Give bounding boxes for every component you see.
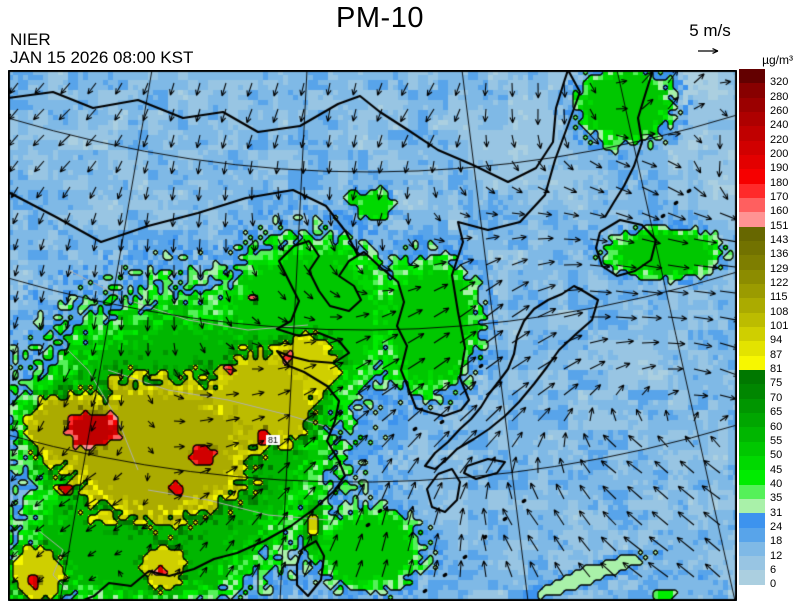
colorbar-tick-label: 160 — [770, 205, 789, 218]
colorbar-tick-label: 81 — [770, 363, 783, 376]
colorbar-cell — [739, 398, 765, 413]
colorbar-tick-label: 60 — [770, 420, 783, 433]
colorbar-cell — [739, 455, 765, 471]
colorbar-cell — [739, 412, 765, 428]
colorbar-cell — [739, 312, 765, 327]
agency-label: NIER — [10, 30, 51, 49]
colorbar-cell — [739, 355, 765, 370]
colorbar-cell — [739, 97, 765, 112]
colorbar-tick-label: 200 — [770, 148, 789, 161]
colorbar-cell — [739, 541, 765, 557]
colorbar-cell — [739, 341, 765, 356]
colorbar-tick-label: 190 — [770, 162, 789, 175]
colorbar-tick-label: 31 — [770, 506, 783, 519]
colorbar-cell — [739, 427, 765, 442]
colorbar-tick-label: 180 — [770, 176, 789, 189]
colorbar-cell — [739, 154, 765, 170]
colorbar-cell — [739, 498, 765, 514]
colorbar-tick-label: 65 — [770, 406, 783, 419]
colorbar-tick-label: 136 — [770, 248, 789, 261]
colorbar-cell — [739, 169, 765, 184]
colorbar-tick-label: 0 — [770, 578, 777, 591]
colorbar-cell — [739, 226, 765, 241]
colorbar-cell — [739, 298, 765, 313]
colorbar-cell — [739, 212, 765, 227]
colorbar-cell — [739, 69, 765, 84]
wind-scale-label: 5 m/s — [689, 21, 731, 40]
colorbar-cell — [739, 197, 765, 213]
colorbar-tick-label: 24 — [770, 520, 783, 533]
colorbar-cell — [739, 283, 765, 299]
colorbar-tick-label: 151 — [770, 219, 789, 232]
page-title: PM-10 — [336, 2, 424, 34]
colorbar-cell — [739, 513, 765, 528]
colorbar-cell — [739, 326, 765, 342]
colorbar-cell — [739, 83, 765, 98]
colorbar-cell — [739, 556, 765, 571]
colorbar-cell — [739, 111, 765, 127]
colorbar-cell — [739, 240, 765, 256]
colorbar-cell — [739, 255, 765, 270]
colorbar-tick-label: 6 — [770, 563, 777, 576]
colorbar-tick-label: 45 — [770, 463, 783, 476]
colorbar-tick-label: 320 — [770, 76, 789, 89]
colorbar-tick-label: 50 — [770, 449, 783, 462]
colorbar-tick-label: 75 — [770, 377, 783, 390]
colorbar-tick-label: 101 — [770, 320, 789, 333]
colorbar-tick-label: 143 — [770, 234, 789, 247]
map-canvas — [8, 70, 737, 601]
colorbar-tick-label: 87 — [770, 348, 783, 361]
colorbar-tick-label: 115 — [770, 291, 788, 304]
colorbar-tick-label: 70 — [770, 391, 783, 404]
colorbar-cell — [739, 183, 765, 198]
colorbar-tick-label: 220 — [770, 133, 789, 146]
colorbar-cell — [739, 269, 765, 284]
colorbar-tick-label: 12 — [770, 549, 783, 562]
colorbar-cell — [739, 570, 765, 585]
colorbar-tick-label: 170 — [770, 191, 789, 204]
colorbar-tick-label: 18 — [770, 535, 783, 548]
colorbar-cell — [739, 140, 765, 155]
colorbar-tick-label: 129 — [770, 262, 789, 275]
colorbar-cell — [739, 384, 765, 399]
colorbar-labels: 320 280 260 240 220 200 190 180 170 160 151 143 136 1… — [770, 0, 799, 612]
colorbar-unit-label: µg/m³ — [762, 53, 793, 67]
colorbar-cell — [739, 470, 765, 485]
colorbar-tick-label: 260 — [770, 105, 789, 118]
colorbar-tick-label: 55 — [770, 434, 783, 447]
wind-scale-arrow-icon — [698, 48, 719, 54]
colorbar-tick-label: 40 — [770, 477, 783, 490]
colorbar-tick-label: 122 — [770, 277, 789, 290]
colorbar-tick-label: 108 — [770, 305, 789, 318]
colorbar-tick-label: 280 — [770, 90, 789, 103]
colorbar-tick-label: 35 — [770, 492, 783, 505]
colorbar-tick-label: 240 — [770, 119, 789, 132]
datetime-label: JAN 15 2026 08:00 KST — [10, 48, 194, 67]
colorbar-cell — [739, 369, 765, 385]
colorbar-cell — [739, 527, 765, 542]
colorbar-cell — [739, 126, 765, 141]
colorbar-tick-label: 94 — [770, 334, 783, 347]
colorbar — [739, 69, 765, 585]
colorbar-cell — [739, 484, 765, 499]
colorbar-cell — [739, 441, 765, 456]
